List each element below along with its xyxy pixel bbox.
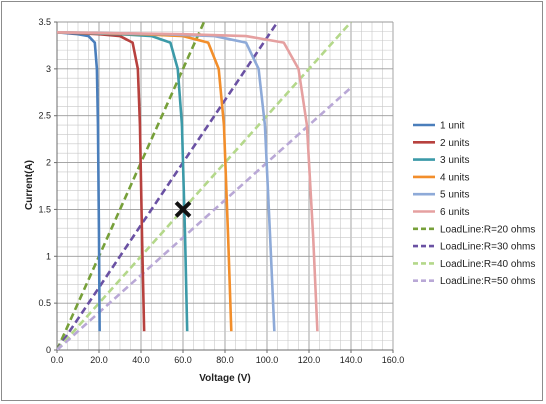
legend-label: 5 units — [440, 190, 469, 201]
legend-item: 2 units — [413, 138, 469, 149]
x-axis-title: Voltage (V) — [199, 373, 250, 384]
legend-item: 5 units — [413, 190, 469, 201]
x-marker — [174, 201, 192, 218]
x-tick-label: 80.0 — [216, 355, 234, 365]
axes: 0.0 20.0 40.0 60.0 80.0 100.0 120.0 140.0 160.0 0… — [38, 17, 404, 365]
legend-label: 6 units — [440, 207, 469, 218]
x-tick-label: 20.0 — [90, 355, 108, 365]
legend-label: LoadLine:R=40 ohms — [440, 259, 535, 270]
x-tick-label: 120.0 — [298, 355, 321, 365]
legend-item: LoadLine:R=20 ohms — [413, 224, 535, 235]
series-group — [57, 22, 352, 350]
legend-item: LoadLine:R=50 ohms — [413, 276, 535, 287]
x-tick-label: 0.0 — [51, 355, 64, 365]
legend-label: 2 units — [440, 138, 469, 149]
markers — [174, 201, 192, 218]
y-tick-label: 3.5 — [38, 17, 51, 27]
legend-label: LoadLine:R=50 ohms — [440, 276, 535, 287]
x-tick-label: 160.0 — [382, 355, 405, 365]
legend-item: 3 units — [413, 155, 469, 166]
legend-label: 1 unit — [440, 121, 465, 132]
legend-item: LoadLine:R=30 ohms — [413, 242, 535, 253]
legend-label: LoadLine:R=30 ohms — [440, 242, 535, 253]
legend-item: 1 unit — [413, 121, 465, 132]
legend: 1 unit 2 units 3 units 4 units 5 units 6 unit… — [413, 121, 535, 287]
x-tick-label: 60.0 — [174, 355, 192, 365]
x-marker-stroke — [174, 201, 192, 218]
y-tick-label: 2 — [46, 158, 51, 168]
y-axis-title: Current(A) — [24, 160, 35, 210]
legend-item: 6 units — [413, 207, 469, 218]
y-tick-label: 3 — [46, 64, 51, 74]
x-tick-label: 140.0 — [340, 355, 363, 365]
legend-item: LoadLine:R=40 ohms — [413, 259, 535, 270]
y-tick-label: 1 — [46, 251, 51, 261]
legend-label: 3 units — [440, 155, 469, 166]
y-tick-label: 1.5 — [38, 204, 51, 214]
legend-item: 4 units — [413, 172, 469, 183]
y-tick-label: 0.5 — [38, 298, 51, 308]
y-tick-label: 0 — [46, 345, 51, 355]
y-tick-label: 2.5 — [38, 111, 51, 121]
x-tick-label: 40.0 — [132, 355, 150, 365]
series-loadline-r-40-ohms — [57, 22, 352, 350]
x-tick-label: 100.0 — [256, 355, 279, 365]
legend-label: 4 units — [440, 172, 469, 183]
legend-label: LoadLine:R=20 ohms — [440, 224, 535, 235]
series-6-units — [57, 31, 319, 332]
